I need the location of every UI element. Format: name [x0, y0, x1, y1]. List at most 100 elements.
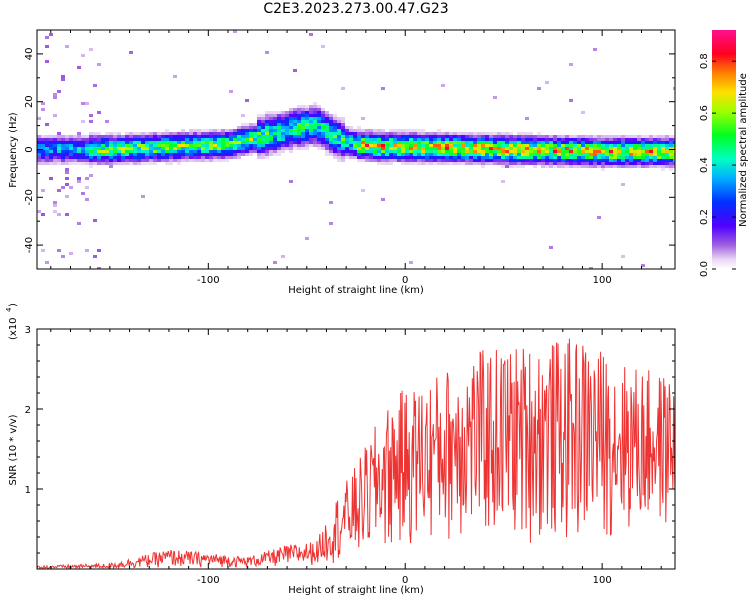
heatmap-cell — [409, 162, 413, 165]
y-tick-label: 1 — [25, 485, 31, 496]
heatmap-cell — [353, 135, 357, 138]
heatmap-cell — [305, 138, 309, 141]
heatmap-cell — [89, 120, 93, 123]
heatmap-cell — [237, 138, 241, 141]
heatmap-cell — [41, 162, 45, 165]
heatmap-cell — [385, 132, 389, 135]
heatmap-cell — [497, 156, 501, 159]
heatmap-cell — [89, 144, 93, 147]
snr-multiplier-exp: 4 — [5, 307, 13, 312]
heatmap-cell — [489, 144, 493, 147]
heatmap-cell — [341, 117, 345, 120]
heatmap-cell — [269, 111, 273, 114]
heatmap-cell — [281, 123, 285, 126]
heatmap-cell — [89, 153, 93, 156]
heatmap-cell — [405, 159, 409, 162]
heatmap-cell — [57, 249, 61, 252]
heatmap-cell — [173, 144, 177, 147]
heatmap-cell — [273, 135, 277, 138]
heatmap-cell — [541, 162, 545, 165]
heatmap-cell — [361, 144, 365, 147]
heatmap-cell — [601, 156, 605, 159]
heatmap-cell — [49, 162, 53, 165]
heatmap-cell — [41, 108, 45, 111]
heatmap-cell — [129, 153, 133, 156]
heatmap-cell — [521, 144, 525, 147]
heatmap-cell — [217, 156, 221, 159]
heatmap-cell — [621, 165, 625, 168]
heatmap-cell — [365, 129, 369, 132]
heatmap-cell — [41, 138, 45, 141]
heatmap-cell — [249, 153, 253, 156]
heatmap-cell — [313, 132, 317, 135]
heatmap-cell — [337, 135, 341, 138]
heatmap-cell — [485, 147, 489, 150]
heatmap-cell — [261, 114, 265, 117]
heatmap-cell — [405, 129, 409, 132]
heatmap-cell — [473, 156, 477, 159]
heatmap-cell — [541, 138, 545, 141]
heatmap-cell — [289, 180, 293, 183]
heatmap-cell — [497, 147, 501, 150]
heatmap-cell — [97, 150, 101, 153]
heatmap-cell — [389, 135, 393, 138]
heatmap-cell — [485, 138, 489, 141]
heatmap-cell — [297, 147, 301, 150]
heatmap-cell — [613, 153, 617, 156]
heatmap-cell — [457, 135, 461, 138]
heatmap-cell — [229, 132, 233, 135]
heatmap-cell — [405, 150, 409, 153]
heatmap-cell — [241, 141, 245, 144]
heatmap-cell — [477, 162, 481, 165]
heatmap-cell — [333, 129, 337, 132]
heatmap-cell — [97, 141, 101, 144]
heatmap-cell — [313, 129, 317, 132]
heatmap-cell — [37, 210, 41, 213]
heatmap-cell — [445, 162, 449, 165]
heatmap-cell — [409, 261, 413, 264]
heatmap-cell — [97, 147, 101, 150]
heatmap-cell — [93, 132, 97, 135]
heatmap-cell — [509, 138, 513, 141]
heatmap-cell — [541, 144, 545, 147]
heatmap-cell — [201, 159, 205, 162]
heatmap-cell — [441, 156, 445, 159]
heatmap-cell — [601, 168, 605, 171]
heatmap-cell — [193, 153, 197, 156]
heatmap-cell — [257, 114, 261, 117]
heatmap-cell — [637, 165, 641, 168]
heatmap-cell — [313, 126, 317, 129]
heatmap-cell — [337, 117, 341, 120]
heatmap-cell — [45, 60, 49, 63]
heatmap-cell — [357, 135, 361, 138]
heatmap-cell — [317, 105, 321, 108]
heatmap-cell — [465, 150, 469, 153]
heatmap-cell — [453, 135, 457, 138]
heatmap-cell — [225, 150, 229, 153]
heatmap-cell — [433, 132, 437, 135]
heatmap-cell — [289, 111, 293, 114]
heatmap-cell — [349, 150, 353, 153]
heatmap-cell — [337, 126, 341, 129]
heatmap-cell — [285, 120, 289, 123]
heatmap-cell — [121, 144, 125, 147]
heatmap-cell — [265, 150, 269, 153]
heatmap-cell — [341, 126, 345, 129]
heatmap-cell — [281, 255, 285, 258]
heatmap-cell — [237, 135, 241, 138]
heatmap-cell — [325, 114, 329, 117]
heatmap-cell — [353, 141, 357, 144]
heatmap-cell — [669, 153, 673, 156]
heatmap-cell — [205, 153, 209, 156]
heatmap-cell — [357, 144, 361, 147]
heatmap-cell — [485, 162, 489, 165]
heatmap-cell — [97, 138, 101, 141]
heatmap-cell — [409, 135, 413, 138]
heatmap-cell — [341, 150, 345, 153]
heatmap-cell — [625, 162, 629, 165]
heatmap-cell — [109, 159, 113, 162]
heatmap-cell — [257, 153, 261, 156]
heatmap-cell — [153, 162, 157, 165]
heatmap-cell — [429, 138, 433, 141]
heatmap-cell — [617, 135, 621, 138]
